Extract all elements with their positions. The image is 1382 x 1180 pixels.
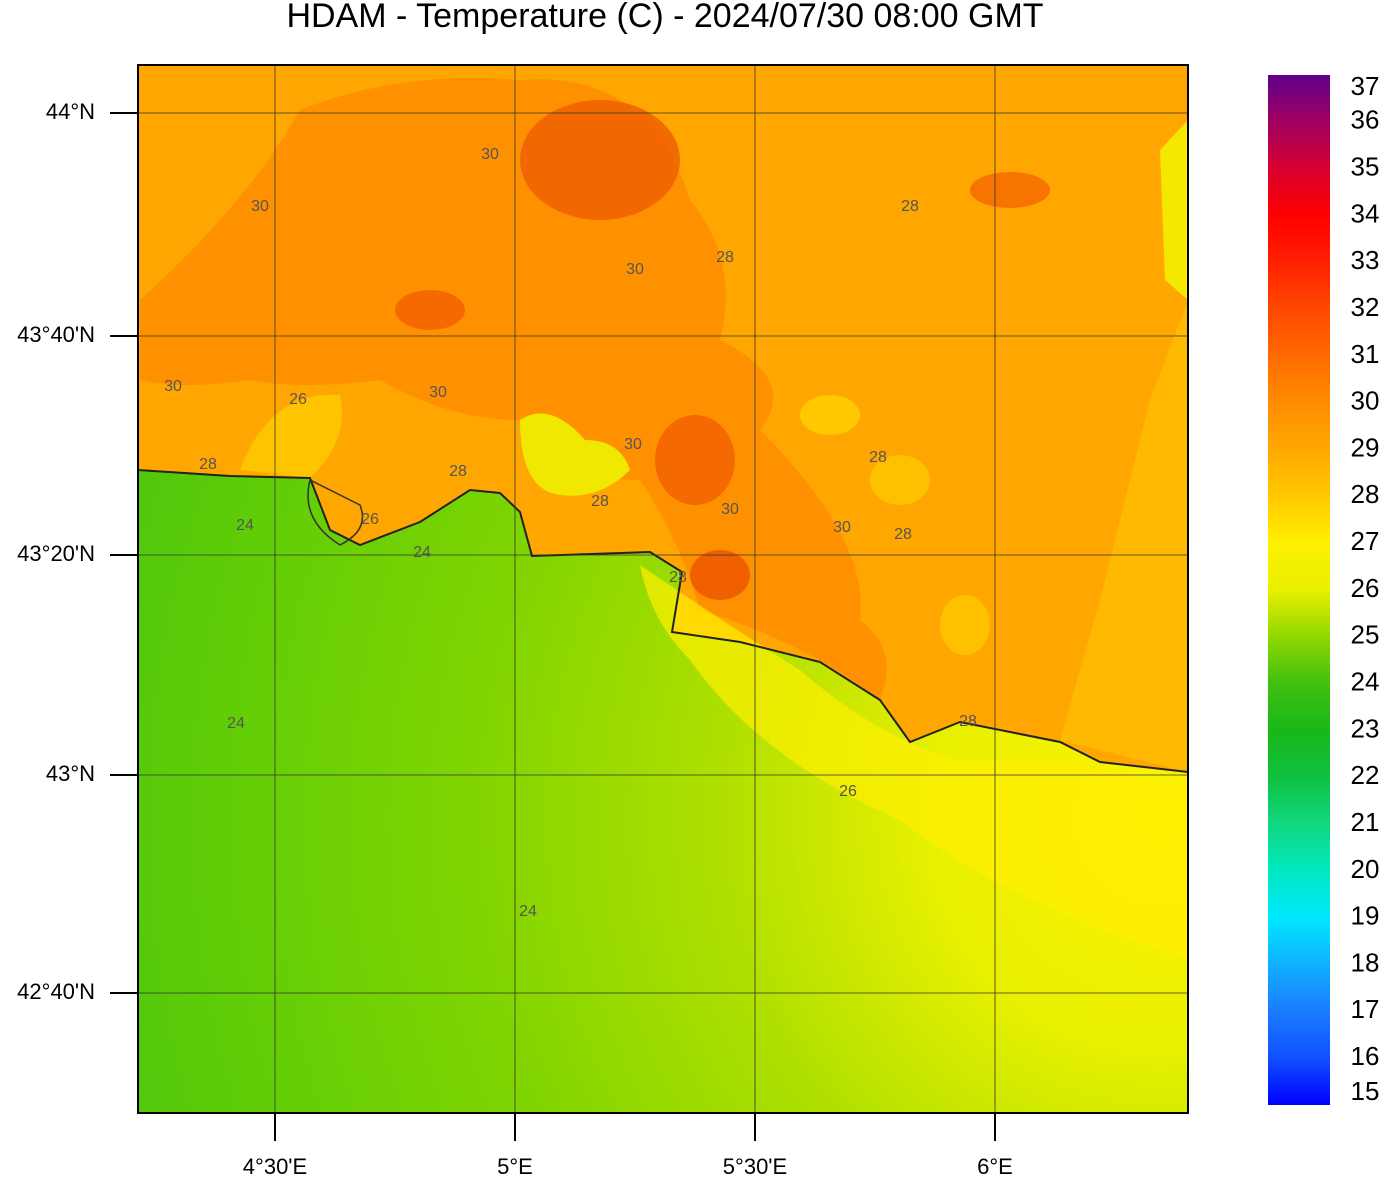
land-yellow-edge [1160, 120, 1188, 300]
contour-label: 26 [361, 511, 379, 528]
colorbar-label: 20 [1351, 854, 1380, 884]
contour-label: 30 [164, 378, 182, 395]
land-hot-spot [690, 550, 750, 600]
colorbar-label: 25 [1351, 620, 1380, 650]
colorbar-label: 21 [1351, 807, 1380, 837]
contour-label: 28 [901, 198, 919, 215]
colorbar-label: 28 [1351, 479, 1380, 509]
contour-label: 28 [591, 493, 609, 510]
colorbar-label: 26 [1351, 573, 1380, 603]
contour-label: 28 [716, 249, 734, 266]
contour-label: 24 [519, 903, 537, 920]
colorbar-label: 19 [1351, 901, 1380, 931]
colorbar-label: 30 [1351, 386, 1380, 416]
land-cool-patch [870, 455, 930, 505]
lon-label: 5°E [497, 1154, 533, 1179]
colorbar-label: 27 [1351, 526, 1380, 556]
contour-label: 28 [449, 463, 467, 480]
colorbar-label: 34 [1351, 198, 1380, 228]
contour-label: 30 [251, 198, 269, 215]
temperature-field [138, 65, 1188, 1113]
plot-frame [137, 64, 1189, 1114]
lon-label: 4°30'E [243, 1154, 307, 1179]
colorbar-label: 32 [1351, 292, 1380, 322]
colorbar: 15 16 17 18 19 20 21 22 23 24 25 26 27 28 29 30 31 32 33 34… [1268, 71, 1379, 1106]
land-cool-patch [520, 413, 630, 496]
colorbar-label: 35 [1351, 152, 1380, 182]
contour-label: 28 [894, 526, 912, 543]
colorbar-scale [1268, 75, 1330, 1105]
lat-label: 44°N [46, 99, 95, 124]
lon-label: 5°30'E [723, 1154, 787, 1179]
contour-label: 30 [721, 501, 739, 518]
land-warm-edge [1060, 300, 1188, 772]
colorbar-label: 33 [1351, 245, 1380, 275]
contour-label: 24 [227, 715, 245, 732]
contour-label: 26 [289, 391, 307, 408]
contour-label: 30 [624, 436, 642, 453]
graticule: 44°N 43°40'N 43°20'N 43°N 42°40'N 4°30'E 5°E 5°… [17, 65, 1188, 1179]
contour-label: 28 [669, 569, 687, 586]
land-cool-patch [940, 595, 990, 655]
contour-labels: 30 30 28 30 28 30 26 30 30 28 28 28 28 30 24 26 30 28 24 28… [164, 146, 977, 920]
colorbar-label: 16 [1351, 1041, 1380, 1071]
land-hot-spot [970, 172, 1050, 208]
contour-label: 30 [481, 146, 499, 163]
colorbar-label: 23 [1351, 713, 1380, 743]
contour-label: 30 [429, 384, 447, 401]
coastal-warm-band [640, 565, 1188, 960]
contour-label: 30 [833, 519, 851, 536]
land-cool-patch [800, 395, 860, 435]
land-hot-zone [140, 78, 887, 700]
land-hot-spot [395, 290, 465, 330]
lon-label: 6°E [977, 1154, 1013, 1179]
colorbar-label: 18 [1351, 947, 1380, 977]
lat-label: 43°N [46, 761, 95, 786]
colorbar-label: 15 [1351, 1076, 1380, 1106]
contour-label: 28 [869, 449, 887, 466]
lat-label: 43°20'N [17, 541, 95, 566]
map-title: HDAM - Temperature (C) - 2024/07/30 08:0… [286, 0, 1043, 35]
land-hot-spot [520, 100, 680, 220]
contour-label: 28 [199, 456, 217, 473]
contour-label: 30 [626, 261, 644, 278]
land-hot-spot [655, 415, 735, 505]
colorbar-label: 17 [1351, 994, 1380, 1024]
colorbar-label: 29 [1351, 432, 1380, 462]
contour-label: 28 [959, 713, 977, 730]
coastline [138, 469, 1188, 773]
contour-label: 26 [839, 783, 857, 800]
lat-label: 43°40'N [17, 322, 95, 347]
lagoon-outline [307, 478, 364, 546]
land-cool-patch [240, 394, 342, 478]
colorbar-label: 22 [1351, 760, 1380, 790]
colorbar-label: 36 [1351, 105, 1380, 135]
contour-label: 24 [413, 544, 431, 561]
lat-label: 42°40'N [17, 979, 95, 1004]
colorbar-label: 31 [1351, 339, 1380, 369]
contour-label: 24 [236, 517, 254, 534]
colorbar-label: 37 [1351, 71, 1380, 101]
colorbar-label: 24 [1351, 667, 1380, 697]
